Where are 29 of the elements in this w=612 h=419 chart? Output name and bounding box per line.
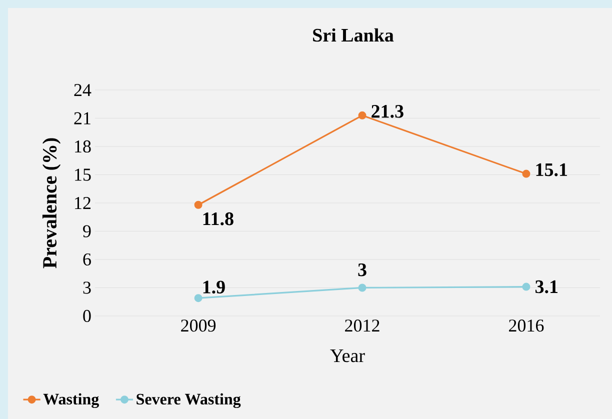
y-tick-label: 6 bbox=[83, 253, 91, 266]
point bbox=[194, 200, 202, 209]
y-axis-title: Prevalence (%) bbox=[42, 138, 61, 268]
point bbox=[522, 170, 530, 178]
x-tick-label: 2009 bbox=[181, 320, 216, 332]
point bbox=[522, 282, 530, 291]
y-tick-label: 15 bbox=[75, 168, 91, 181]
legend-label: Wasting bbox=[43, 393, 99, 408]
y-tick-label: 3 bbox=[83, 282, 91, 294]
data-label: 15.1 bbox=[536, 163, 568, 176]
data-label: 3 bbox=[358, 263, 366, 276]
point bbox=[358, 284, 366, 292]
chart-title: Sri Lanka bbox=[313, 28, 394, 42]
point bbox=[358, 111, 366, 120]
y-tick-label: 21 bbox=[74, 112, 90, 124]
data-label: 3.1 bbox=[535, 280, 558, 294]
data-label: 11.8 bbox=[203, 212, 234, 226]
x-tick-label: 2012 bbox=[345, 320, 380, 332]
point bbox=[194, 294, 202, 302]
x-axis-title: Year bbox=[330, 350, 365, 362]
data-label: 21.3 bbox=[372, 104, 404, 118]
legend-label: Severe Wasting bbox=[136, 393, 241, 408]
data-label: 1.9 bbox=[203, 280, 225, 294]
y-tick-label: 24 bbox=[74, 84, 92, 96]
y-tick-label: 9 bbox=[83, 225, 91, 238]
x-tick-label: 2016 bbox=[509, 320, 544, 332]
y-tick-label: 12 bbox=[75, 197, 90, 209]
y-tick-label: 0 bbox=[83, 310, 91, 322]
y-tick-label: 18 bbox=[75, 140, 91, 153]
